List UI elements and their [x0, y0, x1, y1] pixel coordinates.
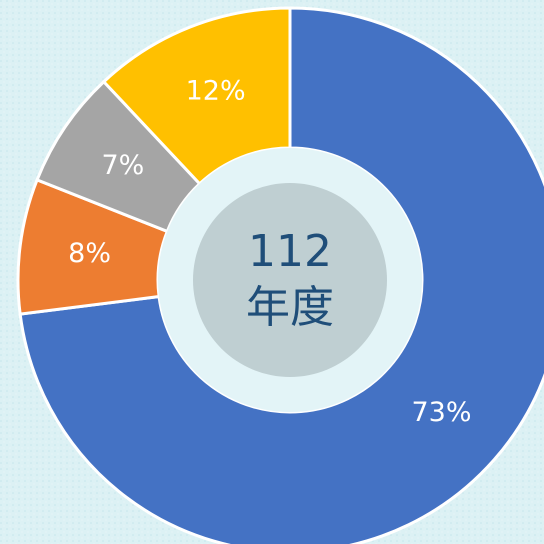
value-label: 8% [68, 238, 111, 269]
value-label: 7% [102, 150, 145, 181]
value-label: 12% [186, 76, 246, 107]
center-label: 112 [248, 226, 332, 277]
center-label: 年度 [246, 282, 334, 333]
value-label: 73% [412, 397, 472, 428]
center-disc [193, 183, 387, 377]
